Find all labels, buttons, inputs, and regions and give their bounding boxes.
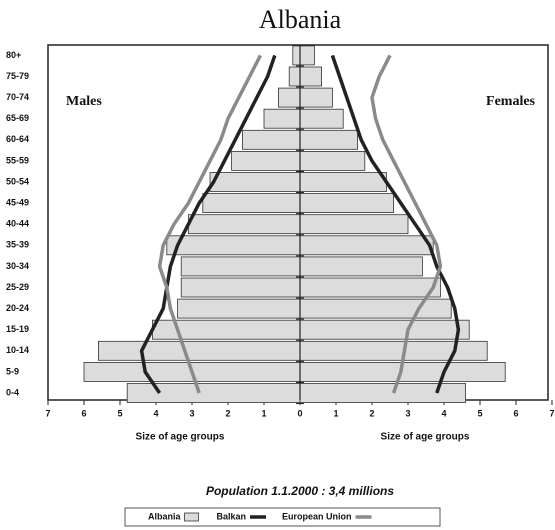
bar <box>299 298 452 319</box>
bar <box>187 214 301 235</box>
bar <box>299 45 315 66</box>
x-tick-label: 2 <box>369 408 374 418</box>
bar <box>263 108 301 129</box>
legend-box <box>124 507 441 527</box>
bar <box>299 129 358 150</box>
bar <box>299 340 488 361</box>
y-tick-label: 80+ <box>6 50 21 60</box>
y-tick-label: 70-74 <box>6 92 29 102</box>
y-tick-label: 40-44 <box>6 219 29 229</box>
x-tick-label: 4 <box>441 408 446 418</box>
bar <box>277 87 301 108</box>
y-tick-label: 55-59 <box>6 155 29 165</box>
x-tick-label: 2 <box>225 408 230 418</box>
x-tick-label: 4 <box>153 408 158 418</box>
y-tick-label: 25-29 <box>6 282 29 292</box>
y-tick-label: 75-79 <box>6 71 29 81</box>
y-tick-label: 5-9 <box>6 366 19 376</box>
legend-swatch <box>184 512 199 522</box>
bar <box>292 45 301 66</box>
x-tick-label: 0 <box>297 408 302 418</box>
x-tick-label: 6 <box>513 408 518 418</box>
x-tick-label: 3 <box>405 408 410 418</box>
bar <box>299 277 441 298</box>
y-tick-label: 20-24 <box>6 303 29 313</box>
bar <box>299 235 434 256</box>
bar <box>299 319 470 340</box>
x-tick-label: 7 <box>45 408 50 418</box>
y-tick-label: 60-64 <box>6 134 29 144</box>
x-tick-label: 7 <box>549 408 554 418</box>
x-tick-label: 5 <box>117 408 122 418</box>
bar <box>299 66 323 87</box>
bar <box>299 150 366 171</box>
y-tick-label: 35-39 <box>6 240 29 250</box>
bar <box>180 256 301 277</box>
right-label: Females <box>486 94 536 109</box>
legend-label: European Union <box>282 511 352 521</box>
y-tick-label: 65-69 <box>6 113 29 123</box>
x-tick-label: 1 <box>261 408 266 418</box>
bar <box>202 193 301 214</box>
line <box>157 54 262 394</box>
bar <box>177 298 301 319</box>
line <box>370 54 443 394</box>
note: Population 1.1.2000 : 3,4 millions <box>206 484 394 498</box>
bar <box>180 277 301 298</box>
y-tick-label: 15-19 <box>6 324 29 334</box>
y-tick-label: 0-4 <box>6 387 19 397</box>
y-tick-label: 10-14 <box>6 345 29 355</box>
bar <box>209 172 301 192</box>
bar <box>299 108 344 129</box>
line <box>330 54 461 394</box>
bar <box>98 340 301 361</box>
bar <box>299 172 387 192</box>
y-tick-label: 30-34 <box>6 261 29 271</box>
x-axis-label: Size of age groups <box>136 432 225 443</box>
bar <box>166 235 301 256</box>
x-tick-label: 5 <box>477 408 482 418</box>
bar <box>299 193 394 214</box>
chart-title: Albania <box>259 5 342 34</box>
x-tick-label: 1 <box>333 408 338 418</box>
x-axis-label: Size of age groups <box>381 432 470 443</box>
y-tick-label: 45-49 <box>6 197 29 207</box>
x-tick-label: 3 <box>189 408 194 418</box>
bar <box>299 256 423 277</box>
bar <box>231 150 301 171</box>
bar <box>241 129 301 150</box>
x-tick-label: 6 <box>81 408 86 418</box>
line <box>139 54 277 394</box>
y-tick-label: 50-54 <box>6 176 29 186</box>
bar <box>288 66 301 87</box>
bar <box>299 214 409 235</box>
bar <box>299 87 333 108</box>
left-label: Males <box>66 94 102 109</box>
legend-label: Albania <box>148 511 182 521</box>
legend-label: Balkan <box>217 511 247 521</box>
